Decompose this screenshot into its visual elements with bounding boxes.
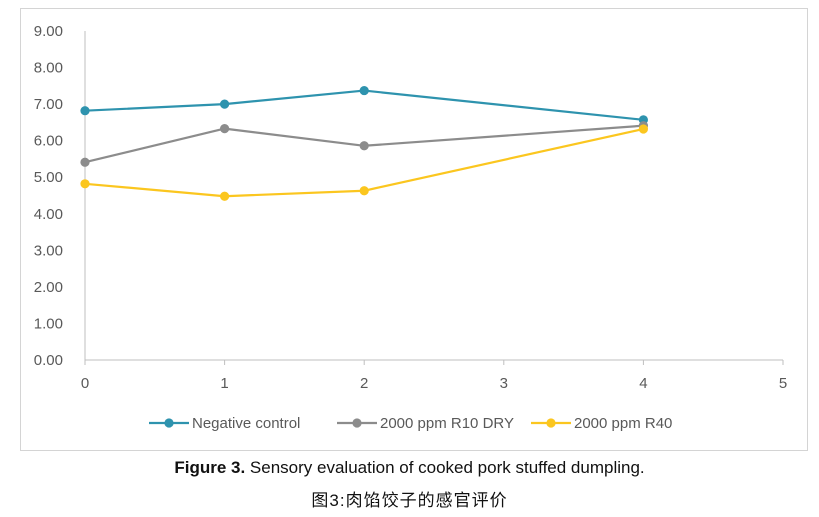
- data-point-s1-1: [220, 124, 230, 134]
- x-tick-label-3: 3: [500, 375, 508, 392]
- series-line-1: [84, 124, 644, 164]
- y-tick-label-4: 4.00: [34, 206, 63, 223]
- figure-label: Figure 3.: [174, 458, 246, 477]
- y-tick-label-5: 5.00: [34, 169, 63, 186]
- y-tick-label-7: 7.00: [34, 96, 63, 113]
- figure-caption: Figure 3. Sensory evaluation of cooked p…: [0, 458, 819, 478]
- y-tick-label-9: 9.00: [34, 23, 63, 40]
- data-point-s1-2: [359, 141, 369, 151]
- y-tick-label-1: 1.00: [34, 315, 63, 332]
- data-point-s1-0: [80, 157, 90, 167]
- chart-frame: 0.00 1.00 2.00 3.00 4.00 5.00 6.00 7.00 8.00 9.00…: [20, 8, 808, 451]
- figure-caption-chinese: 图3:肉馅饺子的感官评价: [311, 491, 508, 510]
- x-tick-label-1: 1: [220, 375, 228, 392]
- x-tick-label-0: 0: [81, 375, 89, 392]
- y-tick-label-8: 8.00: [34, 60, 63, 77]
- line-chart: 0.00 1.00 2.00 3.00 4.00 5.00 6.00 7.00 8.00 9.00…: [34, 23, 787, 432]
- data-point-s2-0: [80, 179, 90, 189]
- y-tick-label-6: 6.00: [34, 133, 63, 150]
- y-tick-label-2: 2.00: [34, 279, 63, 296]
- legend-label-0: Negative control: [192, 415, 300, 432]
- figure-caption-text: Sensory evaluation of cooked pork stuffe…: [245, 458, 645, 477]
- x-tick-label-2: 2: [360, 375, 368, 392]
- data-point-s0-2: [359, 85, 369, 96]
- data-point-s2-2: [359, 186, 369, 196]
- legend-label-2: 2000 ppm R40: [574, 415, 672, 432]
- x-tick-label-4: 4: [639, 375, 647, 392]
- data-point-s0-0: [80, 106, 90, 116]
- legend-label-1: 2000 ppm R10 DRY: [380, 415, 514, 432]
- series-line-2: [84, 127, 644, 198]
- y-tick-label-0: 0.00: [34, 352, 63, 369]
- data-point-s2-1: [220, 191, 230, 201]
- data-point-s2-3: [638, 124, 649, 134]
- x-tick-label-5: 5: [779, 375, 787, 392]
- y-tick-label-3: 3.00: [34, 242, 63, 259]
- series-line-0: [84, 89, 644, 121]
- legend-marker-2: [546, 418, 556, 428]
- legend-marker-0: [164, 418, 174, 428]
- legend-marker-1: [352, 418, 362, 428]
- data-point-s0-1: [220, 99, 230, 109]
